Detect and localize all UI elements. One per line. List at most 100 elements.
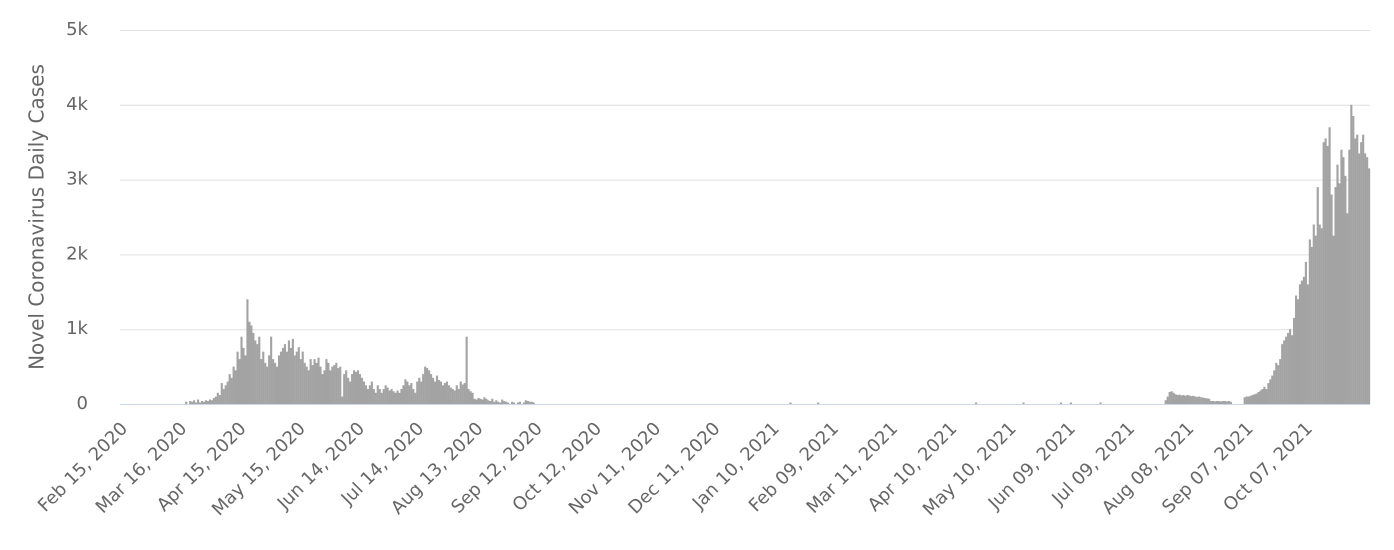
bar	[1217, 401, 1221, 404]
bar	[339, 366, 342, 404]
bar	[214, 396, 217, 404]
bar	[349, 381, 352, 404]
bar	[1352, 116, 1355, 405]
bar	[1069, 402, 1072, 404]
bar	[202, 401, 206, 404]
bar	[285, 351, 289, 404]
bar	[1243, 397, 1246, 404]
bar	[441, 385, 445, 404]
bar	[1328, 127, 1331, 405]
bar	[1269, 379, 1272, 404]
bar	[1215, 401, 1219, 404]
bar	[394, 392, 397, 404]
bar	[1257, 392, 1260, 404]
bar	[325, 359, 328, 404]
bar	[1168, 392, 1171, 404]
bar	[329, 370, 332, 404]
bar	[291, 338, 294, 404]
bar	[378, 389, 381, 404]
bar	[297, 347, 300, 404]
bar	[1294, 295, 1298, 404]
bar	[1178, 394, 1181, 404]
bar	[185, 401, 188, 404]
bar	[238, 359, 241, 404]
bar	[319, 366, 322, 404]
bar	[1273, 370, 1276, 404]
bar	[362, 381, 366, 404]
bar	[1022, 402, 1025, 404]
bar	[1221, 401, 1225, 404]
bar	[374, 392, 377, 404]
bar	[491, 398, 494, 404]
bar	[1212, 401, 1215, 404]
bar	[1059, 402, 1063, 404]
bar	[274, 362, 277, 404]
bar	[524, 400, 527, 404]
bar	[1334, 187, 1337, 404]
bar	[416, 381, 419, 404]
bar	[1320, 228, 1323, 404]
bar	[485, 398, 488, 404]
bar	[212, 398, 215, 404]
bar	[1202, 397, 1205, 404]
bar	[232, 366, 235, 404]
bar	[475, 399, 478, 404]
bar	[1330, 194, 1333, 404]
bar	[1249, 395, 1252, 404]
bar	[1362, 134, 1365, 404]
bar	[372, 389, 375, 404]
bar	[1219, 401, 1223, 404]
bar	[1292, 317, 1296, 404]
bar	[266, 366, 269, 404]
bar	[1346, 213, 1349, 404]
bar	[1200, 397, 1203, 404]
bar	[1180, 395, 1183, 404]
bar	[1322, 142, 1325, 404]
bar	[1306, 284, 1309, 404]
bar	[1281, 344, 1284, 404]
bar	[457, 389, 460, 404]
bar	[414, 392, 417, 404]
bar	[410, 383, 413, 404]
bar	[260, 359, 263, 404]
bar	[345, 370, 348, 404]
bar	[220, 383, 223, 404]
bar	[258, 336, 261, 404]
y-axis-label: Novel Coronavirus Daily Cases	[25, 64, 49, 370]
bar	[483, 397, 486, 404]
bar	[1291, 335, 1294, 404]
bar	[331, 366, 334, 404]
bar	[1164, 400, 1167, 404]
bar	[1326, 145, 1329, 404]
bar	[493, 401, 496, 404]
bar	[335, 362, 338, 404]
bar	[400, 389, 403, 404]
bar	[351, 374, 354, 404]
bar	[510, 401, 514, 404]
bar	[228, 374, 231, 404]
bar	[975, 402, 978, 404]
bar	[333, 365, 336, 404]
bar	[451, 389, 454, 404]
bar	[1188, 395, 1191, 404]
bar	[287, 340, 290, 404]
bar	[467, 389, 470, 404]
bar	[376, 385, 379, 404]
bar	[463, 383, 466, 404]
bar	[1348, 149, 1351, 404]
bar	[347, 377, 350, 404]
bar	[206, 401, 210, 404]
bar	[250, 325, 253, 404]
bar	[1261, 389, 1264, 404]
bar	[1174, 394, 1177, 404]
bar	[218, 395, 221, 404]
bar	[1190, 396, 1193, 404]
bar	[1186, 395, 1189, 404]
bar	[1354, 138, 1357, 404]
bar	[1340, 149, 1343, 404]
bar	[1298, 284, 1302, 404]
bar	[817, 402, 820, 404]
bar	[408, 385, 411, 404]
bar	[503, 401, 506, 404]
